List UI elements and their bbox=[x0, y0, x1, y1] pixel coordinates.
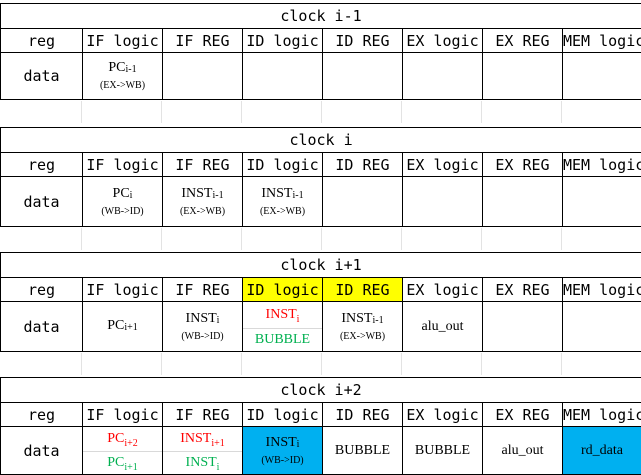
header-if-logic: IF logic bbox=[82, 402, 163, 427]
header-if-reg: IF REG bbox=[162, 402, 243, 427]
header-if-reg: IF REG bbox=[162, 277, 243, 302]
header-ex-logic: EX logic bbox=[402, 402, 483, 427]
cell-id-reg bbox=[322, 176, 403, 227]
block-title: clock i bbox=[0, 127, 641, 153]
cell-if-logic: PCi+2 PCi+1 bbox=[82, 426, 163, 475]
cell-value-red: INSTi bbox=[243, 303, 322, 329]
cell-note: (EX->WB) bbox=[259, 205, 306, 217]
cell-note: (EX->WB) bbox=[179, 205, 226, 217]
cell-value-green: BUBBLE bbox=[254, 332, 311, 347]
cell-id-logic bbox=[242, 52, 323, 100]
header-if-logic: IF logic bbox=[82, 152, 163, 177]
cell-mem-logic bbox=[561, 176, 641, 227]
cell-note: (WB->ID) bbox=[261, 454, 304, 466]
header-ex-logic: EX logic bbox=[402, 277, 483, 302]
cell-note: (WB->ID) bbox=[101, 205, 144, 217]
block-clock-i-plus-1: clock i+1 reg IF logic IF REG ID logic I… bbox=[0, 252, 641, 352]
header-ex-logic: EX logic bbox=[402, 28, 483, 53]
cell-id-logic: INSTi BUBBLE bbox=[242, 301, 323, 352]
cell-id-logic: INSTi-1 (EX->WB) bbox=[242, 176, 323, 227]
cell-value-red: INSTi+1 bbox=[163, 428, 242, 452]
spacer-row bbox=[0, 101, 641, 123]
header-mem-logic: MEM logic bbox=[561, 277, 641, 302]
header-ex-logic: EX logic bbox=[402, 152, 483, 177]
cell-if-logic: PCi (WB->ID) bbox=[82, 176, 163, 227]
spacer-row bbox=[0, 353, 641, 375]
cell-id-reg bbox=[322, 52, 403, 100]
cell-note: (EX->WB) bbox=[339, 330, 386, 342]
cell-value-red: PCi+2 bbox=[83, 428, 162, 452]
header-reg: reg bbox=[0, 277, 83, 302]
cell-if-reg: INSTi-1 (EX->WB) bbox=[162, 176, 243, 227]
header-ex-reg: EX REG bbox=[482, 28, 563, 53]
cell-mem-logic bbox=[561, 301, 641, 352]
block-clock-i-plus-2: clock i+2 reg IF logic IF REG ID logic I… bbox=[0, 377, 641, 475]
row-label: data bbox=[0, 426, 83, 475]
header-id-reg: ID REG bbox=[322, 277, 403, 302]
cell-if-logic: PCi-1 (EX->WB) bbox=[82, 52, 163, 100]
header-id-reg: ID REG bbox=[322, 402, 403, 427]
header-if-logic: IF logic bbox=[82, 277, 163, 302]
header-ex-reg: EX REG bbox=[482, 277, 563, 302]
cell-ex-reg: alu_out bbox=[482, 426, 563, 475]
header-reg: reg bbox=[0, 28, 83, 53]
header-id-logic: ID logic bbox=[242, 152, 323, 177]
cell-mem-logic: rd_data bbox=[561, 426, 641, 475]
header-mem-logic: MEM logic bbox=[561, 28, 641, 53]
header-id-logic: ID logic bbox=[242, 402, 323, 427]
header-reg: reg bbox=[0, 402, 83, 427]
block-title: clock i+1 bbox=[0, 252, 641, 278]
block-clock-i-minus-1: clock i-1 reg IF logic IF REG ID logic I… bbox=[0, 3, 641, 100]
row-label: data bbox=[0, 176, 83, 227]
cell-if-reg: INSTi+1 INSTi bbox=[162, 426, 243, 475]
row-label: data bbox=[0, 52, 83, 100]
row-label: data bbox=[0, 301, 83, 352]
cell-if-reg: INSTi (WB->ID) bbox=[162, 301, 243, 352]
cell-note: (EX->WB) bbox=[99, 80, 146, 91]
header-id-logic: ID logic bbox=[242, 28, 323, 53]
cell-value-green: INSTi bbox=[185, 455, 220, 473]
cell-id-logic: INSTi (WB->ID) bbox=[242, 426, 323, 475]
block-title: clock i-1 bbox=[0, 3, 641, 29]
cell-ex-logic bbox=[402, 176, 483, 227]
cell-ex-logic: alu_out bbox=[402, 301, 483, 352]
header-reg: reg bbox=[0, 152, 83, 177]
header-if-reg: IF REG bbox=[162, 152, 243, 177]
cell-id-reg: BUBBLE bbox=[322, 426, 403, 475]
cell-if-reg bbox=[162, 52, 243, 100]
cell-ex-reg bbox=[482, 176, 563, 227]
cell-ex-logic: BUBBLE bbox=[402, 426, 483, 475]
cell-ex-reg bbox=[482, 301, 563, 352]
header-mem-logic: MEM logic bbox=[561, 152, 641, 177]
cell-note: (WB->ID) bbox=[181, 330, 224, 342]
header-if-logic: IF logic bbox=[82, 28, 163, 53]
cell-mem-logic bbox=[561, 52, 641, 100]
header-id-logic: ID logic bbox=[242, 277, 323, 302]
cell-if-logic: PCi+1 bbox=[82, 301, 163, 352]
cell-value-green: PCi+1 bbox=[107, 455, 138, 473]
cell-id-reg: INSTi-1 (EX->WB) bbox=[322, 301, 403, 352]
header-if-reg: IF REG bbox=[162, 28, 243, 53]
spacer-row bbox=[0, 228, 641, 250]
block-title: clock i+2 bbox=[0, 377, 641, 403]
header-id-reg: ID REG bbox=[322, 28, 403, 53]
header-id-reg: ID REG bbox=[322, 152, 403, 177]
cell-ex-logic bbox=[402, 52, 483, 100]
header-ex-reg: EX REG bbox=[482, 402, 563, 427]
cell-ex-reg bbox=[482, 52, 563, 100]
header-ex-reg: EX REG bbox=[482, 152, 563, 177]
block-clock-i: clock i reg IF logic IF REG ID logic ID … bbox=[0, 127, 641, 227]
header-mem-logic: MEM logic bbox=[561, 402, 641, 427]
